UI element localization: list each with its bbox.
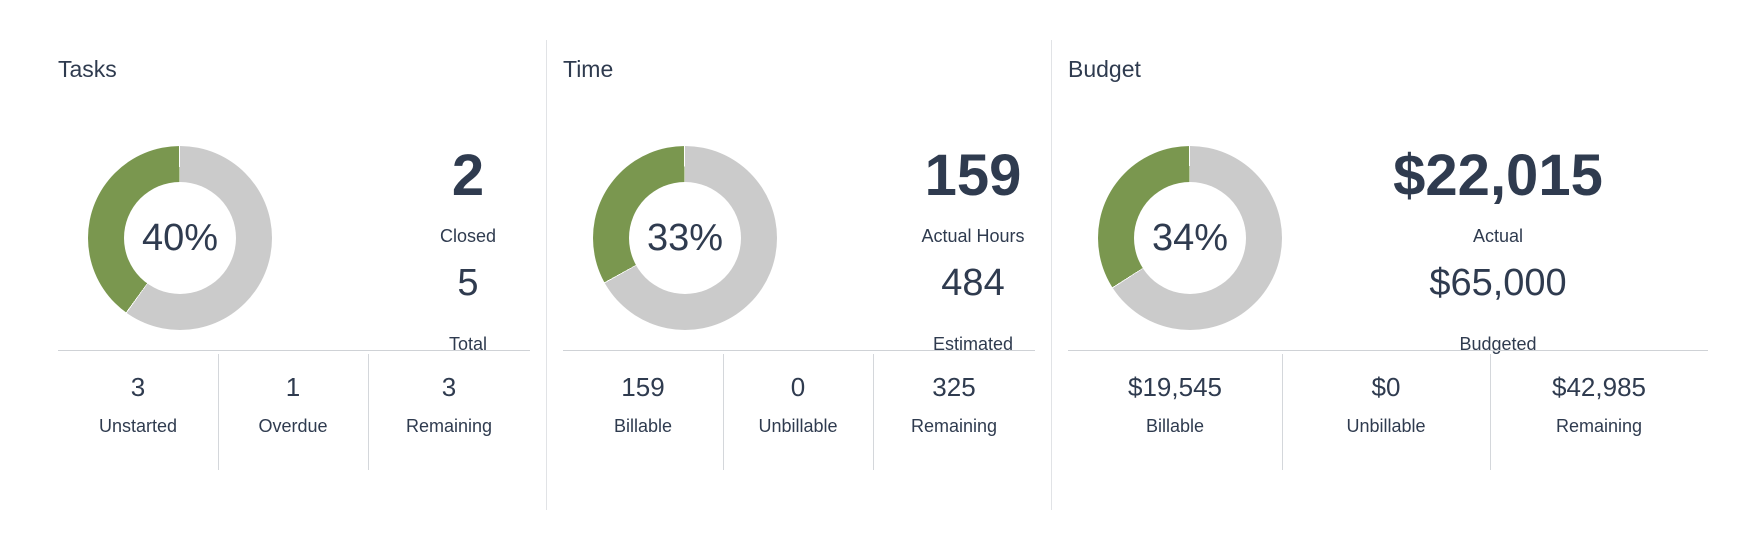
time-estimated-label: Estimated (932, 334, 1014, 354)
time-billable-value: 159 (621, 372, 665, 402)
tasks-unstarted-label: Unstarted (98, 416, 178, 436)
budget-budgeted-label: Budgeted (1459, 334, 1537, 354)
tasks-unstarted-value: 3 (130, 372, 146, 402)
budget-percent-label: 34% (1151, 217, 1229, 259)
budget-actual-value: $22,015 (1393, 143, 1603, 208)
footer-separator (368, 354, 369, 470)
time-footer-rule (563, 350, 1035, 351)
budget-panel: Budget 34% $22,015 Actual $65,000 Budget… (1068, 40, 1708, 510)
time-panel: Time 33% 159 Actual Hours 484 Estimated (563, 40, 1035, 510)
tasks-remaining-label: Remaining (405, 416, 493, 436)
footer-separator (1282, 354, 1283, 470)
tasks-remaining-value: 3 (441, 372, 457, 402)
footer-separator (723, 354, 724, 470)
budget-footer-rule (1068, 350, 1708, 351)
panel-divider (546, 40, 547, 510)
budget-budgeted-value: $65,000 (1429, 262, 1567, 304)
tasks-panel: Tasks 40% 2 Closed 5 Total (58, 40, 530, 510)
tasks-progress-donut: 40% (88, 146, 272, 330)
time-actual-hours-value: 159 (924, 143, 1022, 208)
tasks-footer-rule (58, 350, 530, 351)
panel-divider (1051, 40, 1052, 510)
tasks-unstarted-stat: 3 Unstarted (58, 354, 218, 470)
donut-hole (124, 182, 236, 294)
footer-separator (1490, 354, 1491, 470)
time-unbillable-stat: 0 Unbillable (723, 354, 873, 470)
budget-progress-donut: 34% (1098, 146, 1282, 330)
budget-billable-value: $19,545 (1128, 372, 1222, 402)
time-billable-label: Billable (613, 416, 673, 436)
budget-actual-label: Actual (1472, 226, 1524, 246)
budget-remaining-value: $42,985 (1552, 372, 1646, 402)
tasks-percent-label: 40% (141, 217, 219, 259)
budget-remaining-stat: $42,985 Remaining (1490, 354, 1708, 470)
footer-separator (873, 354, 874, 470)
time-remaining-value: 325 (932, 372, 976, 402)
tasks-remaining-stat: 3 Remaining (368, 354, 530, 470)
donut-hole (1134, 182, 1246, 294)
tasks-panel-title: Tasks (58, 56, 117, 82)
budget-unbillable-stat: $0 Unbillable (1282, 354, 1490, 470)
time-remaining-label: Remaining (910, 416, 998, 436)
tasks-closed-value: 2 (451, 143, 485, 208)
tasks-overdue-value: 1 (285, 372, 301, 402)
budget-unbillable-value: $0 (1371, 372, 1401, 402)
tasks-total-label: Total (448, 334, 488, 354)
time-estimated-value: 484 (941, 262, 1005, 304)
time-billable-stat: 159 Billable (563, 354, 723, 470)
time-progress-donut: 33% (593, 146, 777, 330)
time-actual-hours-label: Actual Hours (921, 226, 1025, 246)
tasks-closed-label: Closed (439, 226, 497, 246)
budget-billable-stat: $19,545 Billable (1068, 354, 1282, 470)
tasks-total-value: 5 (457, 262, 479, 304)
budget-panel-title: Budget (1068, 56, 1141, 82)
tasks-overdue-stat: 1 Overdue (218, 354, 368, 470)
budget-remaining-label: Remaining (1555, 416, 1643, 436)
tasks-overdue-label: Overdue (258, 416, 328, 436)
time-unbillable-label: Unbillable (758, 416, 838, 436)
time-percent-label: 33% (646, 217, 724, 259)
budget-billable-label: Billable (1145, 416, 1205, 436)
time-unbillable-value: 0 (790, 372, 806, 402)
footer-separator (218, 354, 219, 470)
time-remaining-stat: 325 Remaining (873, 354, 1035, 470)
budget-unbillable-label: Unbillable (1346, 416, 1426, 436)
donut-hole (629, 182, 741, 294)
time-panel-title: Time (563, 56, 614, 82)
